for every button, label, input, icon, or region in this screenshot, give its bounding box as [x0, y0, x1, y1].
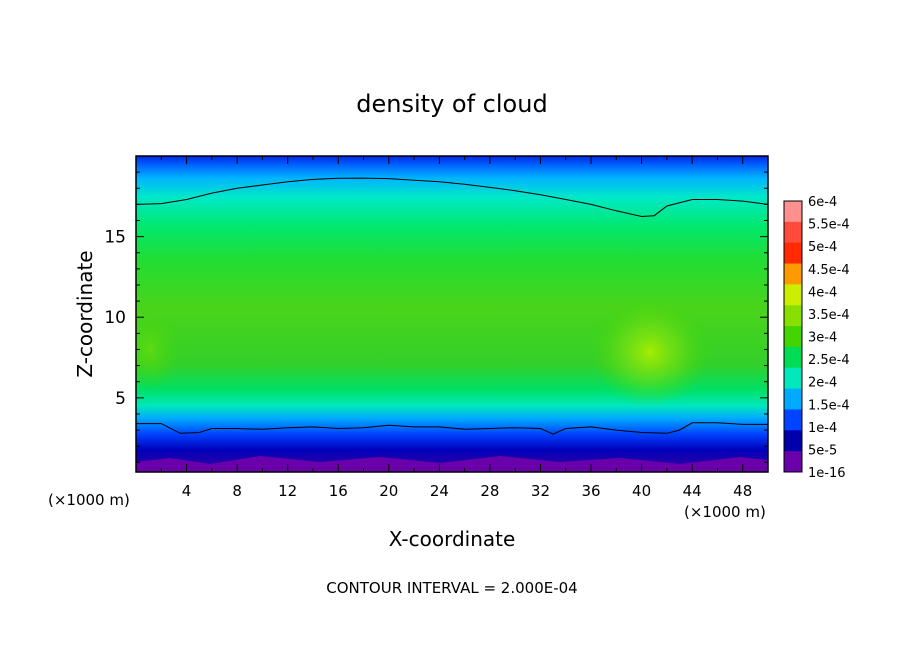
y-axis-ticks: 5 10 15: [104, 171, 768, 463]
colorbar-label: 5e-4: [808, 240, 837, 255]
contour-interval-note: CONTOUR INTERVAL = 2.000E-04: [326, 579, 577, 597]
x-tick-label: 28: [480, 482, 499, 500]
colorbar-swatch: [784, 388, 802, 410]
x-axis-ticks: 4 8 12 16 20 24 28 32 36 40 44 48: [160, 156, 752, 500]
colorbar-swatch: [784, 263, 802, 285]
colorbar-label: 2e-4: [808, 376, 837, 391]
x-axis-label: X-coordinate: [389, 527, 516, 551]
x-tick-label: 32: [531, 482, 550, 500]
colorbar-label: 4.5e-4: [808, 263, 850, 278]
x-tick-label: 4: [182, 482, 192, 500]
density-field: [136, 156, 768, 472]
y-axis-label: Z-coordinate: [73, 250, 97, 377]
x-tick-label: 16: [329, 482, 348, 500]
x-tick-label: 44: [683, 482, 702, 500]
plot-frame: [135, 155, 769, 473]
x-tick-label: 8: [232, 482, 242, 500]
x-tick-label: 36: [581, 482, 600, 500]
colorbar-label: 5e-5: [808, 443, 837, 458]
colorbar-legend: 6e-4 5.5e-4 5e-4 4.5e-4 4e-4 3.5e-4 3e-4 2.5e-4…: [783, 195, 850, 481]
colorbar-label: 3e-4: [808, 331, 837, 346]
colorbar-swatch: [784, 201, 802, 223]
colorbar-label: 3.5e-4: [808, 308, 850, 323]
colorbar-label: 6e-4: [808, 195, 837, 210]
y-tick-label: 15: [104, 228, 126, 248]
colorbar-label: 1e-4: [808, 421, 837, 436]
contour-line-lower: [136, 422, 768, 435]
colorbar-label: 2.5e-4: [808, 353, 850, 368]
x-tick-label: 24: [430, 482, 449, 500]
colorbar-swatch: [784, 305, 802, 327]
colorbar-label: 4e-4: [808, 285, 837, 300]
colorbar-swatch: [784, 367, 802, 390]
y-tick-label: 5: [115, 389, 126, 409]
colorbar-frame: [783, 200, 803, 473]
colorbar-label: 1e-16: [808, 466, 846, 481]
colorbar-swatch: [784, 451, 802, 473]
colorbar-swatch: [784, 430, 802, 452]
colorbar-swatch: [784, 221, 802, 244]
colorbar-label: 1.5e-4: [808, 398, 850, 413]
colorbar-swatch: [784, 409, 802, 431]
x-tick-label: 20: [379, 482, 398, 500]
colorbar-label: 5.5e-4: [808, 218, 850, 233]
y-unit-label: (×1000 m): [48, 491, 130, 509]
colorbar-swatch: [784, 242, 802, 265]
x-tick-label: 48: [733, 482, 752, 500]
contour-line-upper: [136, 177, 768, 218]
chart-title: density of cloud: [356, 90, 547, 118]
x-tick-label: 40: [632, 482, 651, 500]
x-tick-label: 12: [278, 482, 297, 500]
colorbar-swatch: [784, 326, 802, 348]
y-tick-label: 10: [104, 308, 126, 328]
colorbar-swatch: [784, 346, 802, 369]
colorbar-swatch: [784, 284, 802, 306]
x-unit-label: (×1000 m): [684, 503, 766, 521]
